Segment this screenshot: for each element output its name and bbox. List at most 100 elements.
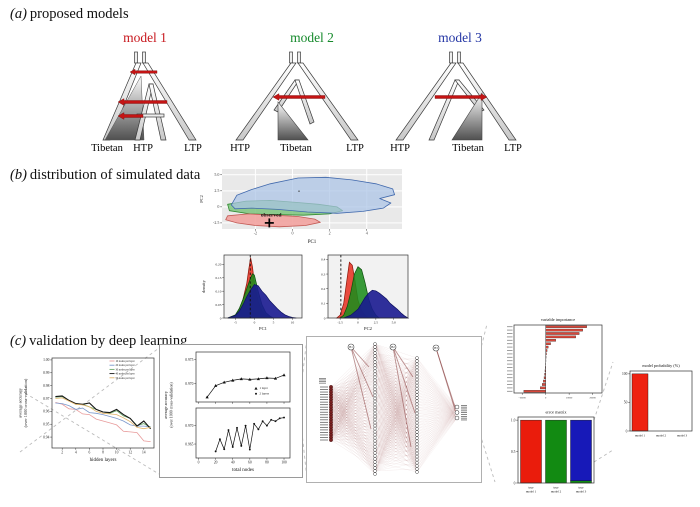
- tree-stem: [297, 51, 301, 64]
- model-2-tree-diagram: HTP Tibetan LTP: [230, 51, 364, 154]
- svg-text:0.2: 0.2: [321, 287, 326, 291]
- tree-stem: [449, 51, 453, 64]
- svg-text:0.965: 0.965: [185, 442, 193, 446]
- svg-text:true: true: [579, 486, 585, 490]
- svg-text:0.3: 0.3: [321, 272, 326, 276]
- svg-text:PC1: PC1: [259, 326, 268, 331]
- panel-a-label: (a) proposed models: [10, 6, 129, 23]
- svg-text:2: 2: [61, 451, 63, 455]
- tree-stem: [457, 51, 461, 64]
- panel-b-title: distribution of simulated data: [29, 167, 201, 183]
- svg-text:50 nodes per layer: 50 nodes per layer: [116, 377, 135, 380]
- tip-label: Tibetan: [91, 143, 123, 154]
- tip-label: HTP: [133, 143, 153, 154]
- tree-branch: [142, 62, 197, 141]
- svg-text:0.15: 0.15: [215, 276, 221, 280]
- svg-text:0.95: 0.95: [43, 423, 49, 427]
- svg-text:variable importance: variable importance: [541, 317, 575, 322]
- svg-text:model 3: model 3: [576, 490, 587, 494]
- svg-text:0.975: 0.975: [185, 358, 193, 362]
- svg-text:0: 0: [545, 397, 547, 400]
- svg-text:80: 80: [265, 461, 269, 465]
- svg-text:0: 0: [514, 481, 516, 485]
- svg-text:model 1: model 1: [526, 490, 537, 494]
- svg-text:-2.5: -2.5: [213, 220, 219, 225]
- svg-text:4: 4: [75, 451, 77, 455]
- svg-text:hidden layers: hidden layers: [90, 458, 117, 463]
- svg-text:2.5: 2.5: [374, 321, 379, 325]
- svg-text:-5: -5: [234, 321, 237, 325]
- svg-text:12: 12: [128, 451, 132, 455]
- svg-text:0: 0: [626, 429, 628, 433]
- tree-clade-wedge: [104, 75, 145, 141]
- svg-text:20 nodes per layer: 20 nodes per layer: [116, 364, 135, 367]
- svg-text:average accuracy: average accuracy: [163, 391, 168, 419]
- tip-label: LTP: [346, 143, 364, 154]
- svg-text:-10000: -10000: [519, 397, 527, 400]
- tree-stem: [142, 51, 146, 64]
- tree-clade-wedge: [277, 101, 309, 141]
- svg-text:0.970: 0.970: [185, 424, 193, 428]
- pca-scatter-plot: -2 0 2 4 -2.5 0 2.5 5.0 PC1 PC2 observed: [199, 169, 402, 245]
- model-1-label: model 1: [123, 30, 167, 45]
- svg-text:observed: observed: [261, 212, 282, 218]
- svg-text:0.4: 0.4: [321, 258, 326, 262]
- panel-c-label: (c) validation by deep learning: [10, 333, 187, 350]
- svg-text:10000: 10000: [566, 397, 573, 400]
- svg-text:density: density: [201, 279, 206, 292]
- svg-text:B2: B2: [391, 345, 395, 349]
- tree-branch: [297, 62, 359, 141]
- pc2-density-plot: -2.5 0 2.5 5.0 0 0.1 0.2 0.3 0.4 PC2: [321, 254, 410, 331]
- svg-text:10: 10: [115, 451, 119, 455]
- panel-c-tag: (c): [10, 333, 27, 349]
- svg-text:2.5: 2.5: [214, 188, 219, 193]
- svg-text:true: true: [529, 486, 535, 490]
- svg-text:8: 8: [102, 451, 104, 455]
- svg-text:14: 14: [142, 451, 146, 455]
- svg-text:-2: -2: [254, 231, 257, 236]
- svg-text:6: 6: [89, 451, 91, 455]
- tip-label: Tibetan: [452, 143, 484, 154]
- svg-text:0.99: 0.99: [43, 371, 49, 375]
- panel-a-tag: (a): [10, 6, 27, 22]
- model-2-label: model 2: [290, 30, 334, 45]
- svg-text:4: 4: [366, 231, 368, 236]
- svg-text:PC2: PC2: [364, 326, 373, 331]
- variable-importance-chart: -10000 0 10000 20000 variable importance: [507, 317, 603, 400]
- svg-text:100: 100: [281, 461, 287, 465]
- svg-text:0: 0: [357, 321, 359, 325]
- tree-stem: [134, 51, 138, 64]
- svg-text:error matrix: error matrix: [545, 410, 567, 415]
- svg-text:0: 0: [220, 316, 222, 320]
- svg-text:0.05: 0.05: [215, 303, 221, 307]
- tip-label: LTP: [504, 143, 522, 154]
- model-3-label: model 3: [438, 30, 482, 45]
- model-3-tree-diagram: HTP Tibetan LTP: [390, 51, 522, 154]
- svg-text:0.970: 0.970: [185, 382, 193, 386]
- tree-branch: [235, 62, 297, 141]
- svg-text:0.20: 0.20: [215, 263, 221, 267]
- accuracy-vs-hidden-layers-chart: 2 4 6 8 10 12 14 0.94 0.95 0.96 0.97 0.98 0.99 1.00 hi…: [18, 357, 155, 463]
- gene-flow-arrow: [117, 112, 144, 120]
- accuracy-vs-total-nodes-chart: 0.970 0.975 1 layer 2 layers 0 20 40 60 80 100 0.9…: [159, 344, 303, 478]
- panel-b-tag: (b): [10, 167, 27, 183]
- gene-flow-arrow: [129, 68, 158, 76]
- svg-text:0.1: 0.1: [321, 302, 326, 306]
- svg-text:model 2: model 2: [656, 434, 667, 438]
- svg-text:0.98: 0.98: [43, 384, 49, 388]
- tree-stem: [289, 51, 293, 64]
- svg-text:1 layer: 1 layer: [260, 386, 268, 390]
- svg-text:20: 20: [214, 461, 218, 465]
- svg-text:model 2: model 2: [551, 490, 562, 494]
- svg-text:0.5: 0.5: [511, 450, 516, 454]
- svg-text:1.0: 1.0: [511, 418, 516, 422]
- svg-text:true: true: [554, 486, 560, 490]
- tree-clade-wedge: [451, 91, 483, 141]
- svg-text:2 layers: 2 layers: [260, 392, 270, 396]
- panel-c-title: validation by deep learning: [29, 333, 188, 349]
- svg-text:20000: 20000: [589, 397, 596, 400]
- svg-text:average accuracy: average accuracy: [18, 387, 23, 418]
- svg-text:total nodes: total nodes: [232, 468, 254, 473]
